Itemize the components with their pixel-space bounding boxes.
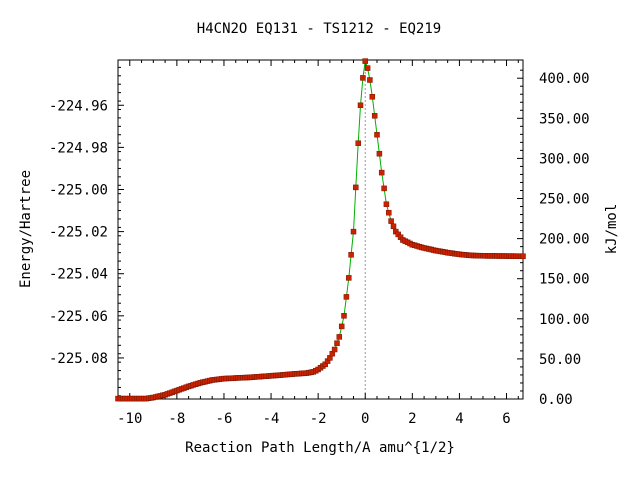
energy-curve-line (118, 60, 523, 400)
y2-tick-label: 150.00 (539, 272, 590, 288)
y2-tick-label: 50.00 (539, 352, 581, 368)
y2-tick-label: 250.00 (539, 192, 590, 208)
energy-point (343, 294, 350, 300)
energy-point (364, 65, 371, 71)
energy-point (381, 185, 387, 192)
x-tick-label: 4 (455, 411, 463, 427)
y-tick-label: -224.98 (49, 140, 108, 156)
energy-point (360, 75, 366, 81)
x-tick-label: -6 (216, 411, 233, 427)
y2-tick-label: 100.00 (539, 312, 590, 328)
x-tick-label: -2 (310, 411, 327, 427)
energy-point (383, 201, 390, 207)
y-tick-label: -225.00 (49, 182, 108, 198)
x-tick-label: 2 (408, 411, 416, 427)
x-axis: -10 -8 -6 -4 -2 0 2 4 6 (117, 60, 519, 427)
energy-point (367, 77, 373, 83)
energy-point (338, 323, 345, 330)
energy-point (334, 340, 340, 346)
energy-point (362, 58, 368, 64)
y-axis-right: 0.00 50.00 100.00 150.00 200.00 250.00 300.00 3… (517, 69, 590, 408)
x-tick-label: 0 (361, 411, 369, 427)
energy-point (331, 346, 338, 353)
y-tick-label: -225.06 (49, 309, 108, 325)
y2-tick-label: 300.00 (539, 151, 590, 167)
y2-axis-label: kJ/mol (604, 204, 620, 255)
y2-tick-label: 0.00 (539, 392, 573, 408)
energy-point (386, 209, 392, 216)
energy-point (388, 218, 394, 224)
energy-point (374, 131, 380, 138)
energy-point (378, 169, 385, 176)
y-tick-label: -225.04 (49, 267, 108, 283)
energy-point (350, 228, 357, 235)
y-tick-label: -225.02 (49, 225, 108, 241)
energy-point (369, 94, 376, 100)
energy-point (390, 223, 397, 230)
energy-point (353, 184, 359, 191)
energy-point (357, 102, 364, 109)
y2-tick-label: 200.00 (539, 232, 590, 248)
x-axis-label: Reaction Path Length/A amu^{1/2} (185, 440, 455, 456)
y-axis-label: Energy/Hartree (18, 170, 34, 288)
energy-point (376, 150, 383, 157)
y2-tick-label: 400.00 (539, 71, 590, 87)
energy-point (341, 313, 347, 319)
energy-point (336, 334, 343, 340)
y-tick-label: -225.08 (49, 351, 108, 367)
x-tick-label: -10 (117, 411, 142, 427)
energy-markers (115, 58, 526, 402)
energy-point (371, 113, 378, 119)
x-tick-label: -8 (168, 411, 185, 427)
x-tick-label: -4 (263, 411, 280, 427)
energy-point (520, 253, 526, 259)
plot-frame (117, 59, 524, 400)
energy-point (355, 140, 361, 146)
chart-title: H4CN2O EQ131 - TS1212 - EQ219 (197, 21, 441, 37)
energy-point (346, 275, 352, 281)
x-tick-label: 6 (502, 411, 510, 427)
y-tick-label: -224.96 (49, 98, 108, 114)
y2-tick-label: 350.00 (539, 111, 590, 127)
y-axis-left: -224.96 -224.98 -225.00 -225.02 -225.04 -225.… (49, 66, 124, 397)
energy-point (348, 252, 354, 258)
